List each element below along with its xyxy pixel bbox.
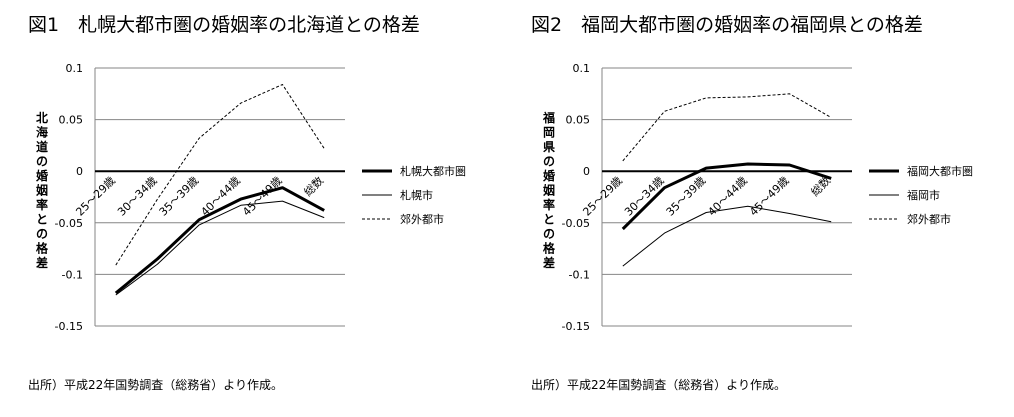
chart2-title: 図2 福岡大都市圏の婚姻率の福岡県との格差 bbox=[531, 14, 923, 36]
chart2-legend-label: 福岡市 bbox=[907, 188, 940, 202]
chart2-x-tick-label: 25～29歳 bbox=[580, 174, 625, 219]
chart2-y-tick-label: -0.15 bbox=[562, 320, 590, 333]
chart1-legend-label: 札幌市 bbox=[400, 188, 433, 202]
chart1-y-tick-label: 0.05 bbox=[59, 114, 84, 127]
chart1-y-tick-label: -0.1 bbox=[62, 268, 83, 281]
chart1-y-tick-label: -0.05 bbox=[55, 217, 83, 230]
chart2-y-tick-label: 0.1 bbox=[573, 62, 591, 75]
chart1-series-line bbox=[114, 186, 325, 295]
chart1-y-tick-label: 0.1 bbox=[66, 62, 84, 75]
chart2-x-tick-label: 35～39歳 bbox=[664, 174, 709, 219]
chart1-x-tick-label: 40～44歳 bbox=[198, 174, 243, 219]
chart1-legend-label: 札幌大都市圏 bbox=[400, 164, 466, 178]
chart2-source-note: 出所）平成22年国勢調査（総務省）より作成。 bbox=[531, 378, 787, 392]
chart2-plot: 0.1 0.05 0 -0.05 -0.1 -0.15 25～29歳30～34歳35～39歳… bbox=[542, 62, 973, 333]
chart1-series-line bbox=[115, 200, 325, 296]
chart1-y-tick-label: 0 bbox=[76, 165, 83, 178]
chart2-series-line bbox=[622, 205, 832, 267]
chart1-y-axis-label: 北海道の婚姻率との格差 bbox=[35, 110, 49, 270]
chart2-legend-label: 福岡大都市圏 bbox=[907, 164, 973, 178]
chart1-title: 図1 札幌大都市圏の婚姻率の北海道との格差 bbox=[28, 14, 420, 36]
chart2-x-tick-label: 30～34歳 bbox=[622, 174, 667, 219]
chart1-x-tick-label: 総数 bbox=[301, 173, 326, 198]
chart1-x-tick-label: 30～34歳 bbox=[115, 174, 160, 219]
chart1-source-note: 出所）平成22年国勢調査（総務省）より作成。 bbox=[28, 378, 284, 392]
chart1-legend-label: 郊外都市 bbox=[400, 212, 444, 226]
chart2-y-tick-label: 0 bbox=[583, 165, 590, 178]
chart1-x-tick-label: 35～39歳 bbox=[157, 174, 202, 219]
chart1-series-line bbox=[115, 84, 325, 266]
chart2-legend-label: 郊外都市 bbox=[907, 212, 951, 226]
chart1-x-tick-label: 25～29歳 bbox=[73, 174, 118, 219]
chart2-series-line bbox=[622, 93, 832, 162]
chart1-plot: 0.1 0.05 0 -0.05 -0.1 -0.15 25～29歳30～34歳35～39歳… bbox=[35, 62, 466, 333]
chart2-y-tick-label: -0.05 bbox=[562, 217, 590, 230]
chart1-y-tick-label: -0.15 bbox=[55, 320, 83, 333]
chart2-y-axis-label: 福岡県の婚姻率との格差 bbox=[542, 110, 556, 270]
chart2-x-tick-label: 45～49歳 bbox=[747, 174, 792, 219]
chart2-series-line bbox=[621, 162, 832, 231]
chart2-y-tick-label: -0.1 bbox=[569, 268, 590, 281]
chart2-y-tick-label: 0.05 bbox=[566, 114, 591, 127]
